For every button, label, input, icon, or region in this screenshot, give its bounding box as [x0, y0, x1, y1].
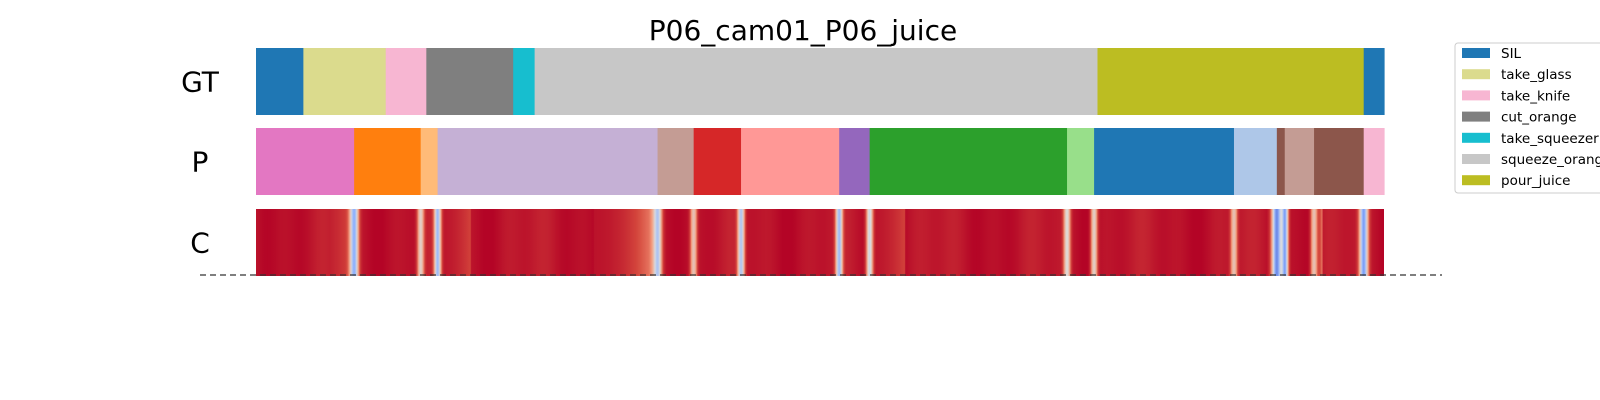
segment	[1233, 128, 1278, 195]
segment	[1314, 128, 1365, 195]
row-gt: GT	[181, 48, 1385, 115]
legend: SIL take_glass take_knife cut_orange take_sq…	[1454, 42, 1600, 194]
segment	[437, 128, 659, 195]
legend-label: take_squeezer	[1501, 131, 1599, 147]
segment	[426, 48, 514, 115]
segment	[354, 128, 422, 195]
segment	[1097, 48, 1365, 115]
confidence-heatmap	[256, 209, 1384, 276]
segment	[741, 128, 840, 195]
row-p: P	[192, 128, 1385, 195]
row-label-p: P	[192, 146, 209, 179]
segment	[869, 128, 1068, 195]
legend-swatch	[1462, 90, 1490, 101]
segment	[534, 48, 1099, 115]
legend-frame	[1454, 42, 1600, 194]
legend-label: SIL	[1501, 46, 1522, 62]
legend-swatch	[1462, 175, 1490, 186]
segment	[839, 128, 871, 195]
segment	[256, 48, 304, 115]
legend-item: pour_juice	[1462, 173, 1570, 189]
legend-label: take_glass	[1501, 67, 1572, 83]
segment	[1284, 128, 1315, 195]
segment	[1276, 128, 1286, 195]
row-label-gt: GT	[181, 66, 220, 99]
legend-item: SIL	[1462, 46, 1522, 62]
segment	[513, 48, 536, 115]
legend-swatch	[1462, 132, 1490, 143]
legend-swatch	[1462, 69, 1490, 80]
segment	[303, 48, 387, 115]
legend-label: cut_orange	[1501, 110, 1577, 126]
segment	[1067, 128, 1095, 195]
legend-swatch	[1462, 111, 1490, 122]
legend-item: take_glass	[1462, 67, 1572, 83]
legend-label: take_knife	[1501, 88, 1570, 104]
segment	[420, 128, 439, 195]
legend-item: take_squeezer	[1462, 131, 1599, 147]
legend-item: take_knife	[1462, 88, 1570, 104]
segment	[1094, 128, 1235, 195]
legend-label: pour_juice	[1501, 173, 1570, 189]
segment	[693, 128, 742, 195]
legend-swatch	[1462, 48, 1490, 58]
chart-rows: GT P C	[181, 48, 1385, 276]
segment	[256, 128, 355, 195]
legend-item: cut_orange	[1462, 110, 1577, 126]
chart-title: P06_cam01_P06_juice	[649, 14, 957, 47]
segment	[1363, 48, 1385, 115]
segment	[657, 128, 695, 195]
legend-item: squeeze_orange	[1462, 152, 1600, 168]
segment	[385, 48, 427, 115]
segment	[1363, 128, 1385, 195]
row-label-c: C	[190, 227, 210, 260]
legend-label: squeeze_orange	[1501, 152, 1600, 168]
row-c: C	[190, 209, 1384, 276]
legend-swatch	[1462, 154, 1490, 164]
